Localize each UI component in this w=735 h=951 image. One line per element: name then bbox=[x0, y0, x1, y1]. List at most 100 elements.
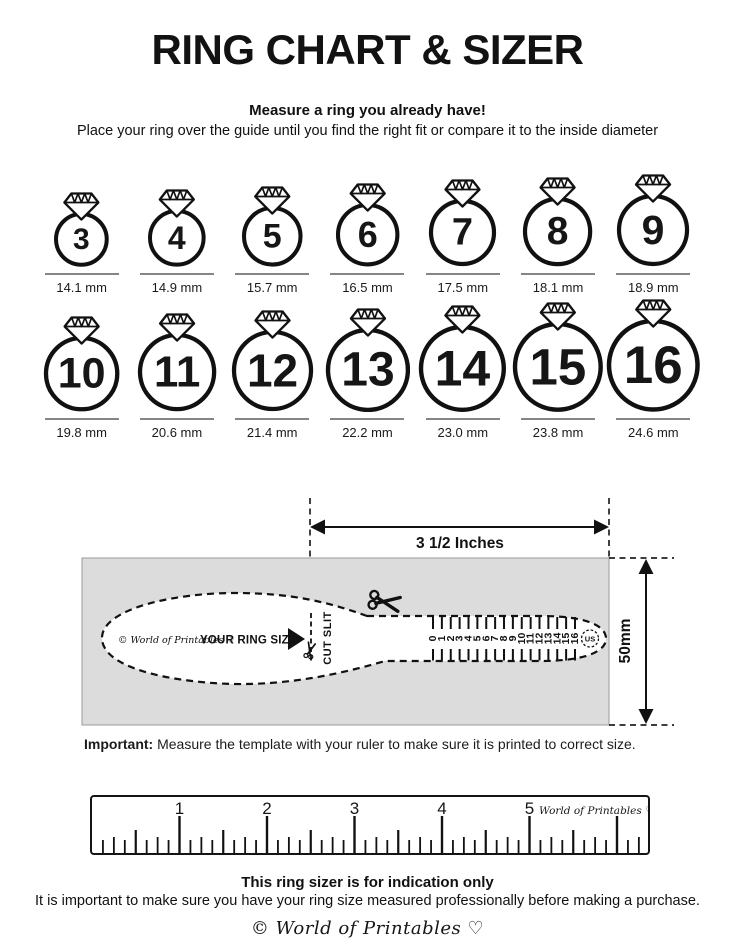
diamond-ring-icon: 14 bbox=[419, 305, 507, 412]
ring-diameter-label: 23.8 mm bbox=[532, 425, 584, 440]
ring-underline bbox=[425, 418, 500, 420]
your-ring-size-label: YOUR RING SIZE bbox=[200, 635, 297, 647]
arrowhead-down-icon bbox=[638, 709, 654, 724]
diamond-ring-icon: 10 bbox=[43, 316, 120, 412]
ring-diameter-label: 24.6 mm bbox=[628, 425, 679, 440]
footer-brand: © World of Printables ♡ bbox=[250, 918, 485, 939]
ring-size-number: 4 bbox=[168, 220, 186, 256]
scale-number: 16 bbox=[569, 633, 581, 645]
ring-underline bbox=[330, 273, 405, 275]
ring-size-number: 13 bbox=[341, 343, 394, 396]
tagline: Measure a ring you already have! Place y… bbox=[0, 102, 735, 139]
ring-underline bbox=[44, 273, 119, 275]
scale-number: 9 bbox=[507, 635, 519, 641]
footer-line: It is important to make sure you have yo… bbox=[35, 893, 700, 909]
important-note: Important: Measure the template with you… bbox=[84, 736, 636, 752]
ring-diameter-label: 14.9 mm bbox=[151, 280, 203, 295]
ruler-inch-number: 2 bbox=[262, 799, 271, 818]
diamond-ring-icon: 11 bbox=[137, 313, 217, 412]
diamond-ring-icon: 3 bbox=[54, 192, 110, 267]
ruler-inch-number: 3 bbox=[350, 799, 359, 818]
ring-size-number: 14 bbox=[435, 340, 491, 396]
ring-diameter-label: 15.7 mm bbox=[246, 280, 298, 295]
diamond-ring-icon: 9 bbox=[617, 174, 690, 267]
diamond-ring-icon: 13 bbox=[325, 308, 410, 412]
ring-diameter-label: 19.8 mm bbox=[56, 425, 107, 440]
ring-diameter-label: 18.9 mm bbox=[628, 280, 679, 295]
sizer-template: CUT SLIT © World of Printables ♡ YOUR RI… bbox=[100, 589, 608, 686]
ruler-inch-number: 1 bbox=[175, 799, 184, 818]
diamond-ring-icon: 15 bbox=[513, 302, 604, 412]
diamond-ring-icon: 5 bbox=[241, 186, 303, 267]
ring-size-cell: 6 16.5 mm bbox=[320, 182, 415, 295]
us-unit-label: US bbox=[585, 635, 595, 644]
ring-diameter-label: 20.6 mm bbox=[151, 425, 203, 440]
scale-number: 13 bbox=[542, 633, 554, 645]
scale-number: 3 bbox=[454, 635, 466, 641]
ring-size-cell: 16 24.6 mm bbox=[606, 298, 701, 440]
diamond-ring-icon: 6 bbox=[335, 183, 400, 267]
ring-chart-row-2: 10 19.8 mm 11 20.6 mm 12 21.4 mm 13 22.2 mm 14 23… bbox=[34, 296, 701, 440]
ring-size-cell: 14 23.0 mm bbox=[415, 304, 510, 440]
scale-number: 14 bbox=[551, 633, 563, 645]
diamond-ring-icon: 16 bbox=[606, 299, 700, 412]
ring-diameter-label: 22.2 mm bbox=[342, 425, 393, 440]
scale-number: 10 bbox=[516, 633, 528, 645]
ring-underline bbox=[235, 273, 310, 275]
ring-underline bbox=[44, 418, 119, 420]
width-dimension-label: 3 1/2 Inches bbox=[416, 535, 504, 552]
ring-size-cell: 4 14.9 mm bbox=[129, 188, 224, 295]
ring-underline bbox=[616, 418, 691, 420]
scale-number: 15 bbox=[560, 633, 572, 645]
ring-size-cell: 9 18.9 mm bbox=[606, 173, 701, 295]
arrowhead-right-icon bbox=[594, 519, 609, 535]
ring-size-number: 6 bbox=[357, 214, 377, 255]
arrowhead-left-icon bbox=[310, 519, 325, 535]
ring-size-cell: 13 22.2 mm bbox=[320, 307, 415, 440]
scale-number: 2 bbox=[445, 635, 457, 641]
ring-size-cell: 11 20.6 mm bbox=[129, 312, 224, 440]
scissors-icon bbox=[303, 641, 317, 660]
ring-underline bbox=[521, 273, 596, 275]
scale-number: 1 bbox=[436, 635, 448, 641]
cut-slit-label: CUT SLIT bbox=[322, 611, 334, 665]
scale-number: 8 bbox=[498, 635, 510, 641]
ring-underline bbox=[139, 418, 214, 420]
ring-size-number: 7 bbox=[452, 212, 473, 254]
ruler: 1 2 3 4 5 World of Printables ♡ bbox=[90, 795, 655, 855]
scale-number: 12 bbox=[534, 633, 546, 645]
triangle-pointer-icon bbox=[288, 628, 305, 650]
diamond-ring-icon: 4 bbox=[148, 189, 206, 267]
ring-size-number: 10 bbox=[58, 350, 106, 398]
ring-size-number: 16 bbox=[624, 336, 683, 395]
ring-size-cell: 3 14.1 mm bbox=[34, 191, 129, 295]
ring-size-number: 15 bbox=[530, 338, 587, 395]
ruler-inch-number: 5 bbox=[525, 799, 534, 818]
ring-underline bbox=[330, 418, 405, 420]
ring-size-number: 9 bbox=[642, 207, 665, 253]
ring-underline bbox=[521, 418, 596, 420]
ring-underline bbox=[139, 273, 214, 275]
ring-size-cell: 10 19.8 mm bbox=[34, 315, 129, 440]
tagline-text: Place your ring over the guide until you… bbox=[76, 123, 659, 139]
scale-number: 7 bbox=[489, 635, 501, 641]
ring-size-number: 11 bbox=[154, 348, 201, 397]
diamond-ring-icon: 7 bbox=[429, 179, 497, 267]
ring-size-cell: 8 18.1 mm bbox=[510, 176, 605, 295]
us-unit-bubble bbox=[580, 629, 600, 648]
height-dimension-label: 50mm bbox=[617, 619, 634, 664]
arrowhead-up-icon bbox=[638, 559, 654, 574]
ring-size-cell: 7 17.5 mm bbox=[415, 178, 510, 295]
cutout-outline bbox=[100, 591, 608, 686]
ring-diameter-label: 16.5 mm bbox=[342, 280, 393, 295]
scissors-icon bbox=[367, 589, 402, 613]
footer-bold-line: This ring sizer is for indication only bbox=[241, 874, 494, 891]
ring-chart-row-1: 3 14.1 mm 4 14.9 mm 5 15.7 mm 6 16.5 mm 7 17.5 mm… bbox=[34, 172, 701, 295]
ruler-brand: World of Printables ♡ bbox=[539, 805, 648, 817]
scale-number: 4 bbox=[463, 635, 475, 641]
ring-size-cell: 5 15.7 mm bbox=[225, 185, 320, 295]
ring-diameter-label: 23.0 mm bbox=[437, 425, 489, 440]
ring-size-cell: 15 23.8 mm bbox=[510, 301, 605, 440]
